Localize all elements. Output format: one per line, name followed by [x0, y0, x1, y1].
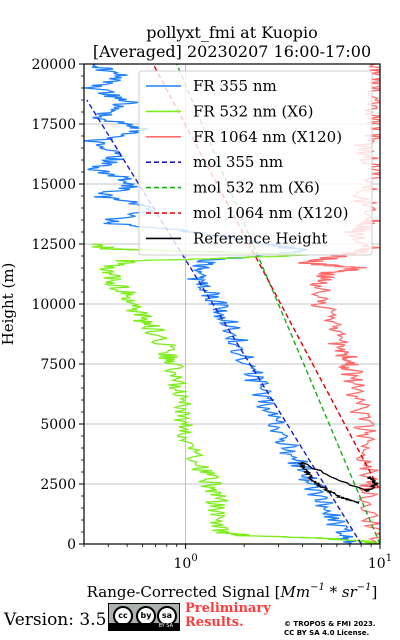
y-tick-label: 2500 — [40, 477, 76, 493]
y-axis-label: Height (m) — [0, 263, 17, 346]
x-axis-label: Range-Corrected Signal [Mm−1 * sr−1] — [87, 582, 378, 601]
chart-title-line1: pollyxt_fmi at Kuopio — [146, 23, 317, 42]
y-tick-label: 17500 — [31, 117, 76, 133]
y-tick-label: 15000 — [31, 177, 76, 193]
x-tick-label: 101 — [368, 553, 392, 572]
series-line-1 — [84, 64, 356, 544]
xlabel-mid: * — [325, 583, 342, 601]
legend-label-2: FR 532 nm (X6) — [193, 102, 313, 120]
xlabel-unit: Mm — [280, 583, 311, 601]
legend-label-3: FR 1064 nm (X120) — [193, 128, 342, 146]
y-tick-label: 20000 — [31, 57, 76, 73]
y-tick-label: 12500 — [31, 237, 76, 253]
chart-title-line2: [Averaged] 20230207 16:00-17:00 — [93, 42, 371, 61]
xlabel-exp1: −1 — [310, 582, 325, 593]
x-tick-base: 10 — [174, 556, 192, 572]
legend-label-5: mol 532 nm (X6) — [193, 179, 320, 197]
cc-badge-strip: BY SA — [109, 623, 179, 630]
series-line-7 — [297, 461, 379, 504]
xlabel-exp2: −1 — [357, 582, 372, 593]
series-line-4 — [86, 99, 362, 544]
copyright-notice: © TROPOS & FMI 2023. CC BY SA 4.0 Licens… — [284, 620, 376, 638]
x-tick-exponent: 0 — [191, 553, 197, 564]
y-tick-label: 7500 — [40, 357, 76, 373]
axis-ticks: 0250050007500100001250015000175002000010… — [31, 57, 392, 572]
preliminary-notice: Preliminary Results. — [185, 602, 271, 630]
legend-label-6: mol 1064 nm (X120) — [193, 204, 348, 222]
version-label: Version: 3.5 — [4, 610, 107, 630]
legend-label-7: Reference Height — [193, 229, 327, 247]
y-tick-label: 10000 — [31, 297, 76, 313]
xlabel-unit2: sr — [342, 583, 358, 601]
copyright-line2: CC BY SA 4.0 License. — [284, 629, 370, 637]
y-tick-label: 0 — [67, 537, 76, 553]
chart-legend: FR 355 nm FR 532 nm (X6) FR 1064 nm (X120)… — [138, 70, 373, 256]
xlabel-end: ] — [372, 583, 378, 601]
x-tick-label: 100 — [174, 553, 198, 572]
legend-label-1: FR 355 nm — [193, 77, 277, 95]
x-tick-exponent: 1 — [386, 553, 392, 564]
xlabel-main: Range-Corrected Signal [ — [87, 583, 281, 601]
legend-box — [138, 70, 373, 256]
y-tick-label: 5000 — [40, 417, 76, 433]
cc-license-badge[interactable]: cc by sa BY SA — [108, 603, 180, 631]
preliminary-line1: Preliminary — [185, 601, 271, 616]
series-line-2 — [91, 243, 380, 544]
series-line-6 — [152, 64, 380, 493]
copyright-line1: © TROPOS & FMI 2023. — [284, 620, 376, 628]
legend-label-4: mol 355 nm — [193, 153, 283, 171]
preliminary-line2: Results. — [185, 615, 244, 630]
x-tick-base: 10 — [368, 556, 386, 572]
